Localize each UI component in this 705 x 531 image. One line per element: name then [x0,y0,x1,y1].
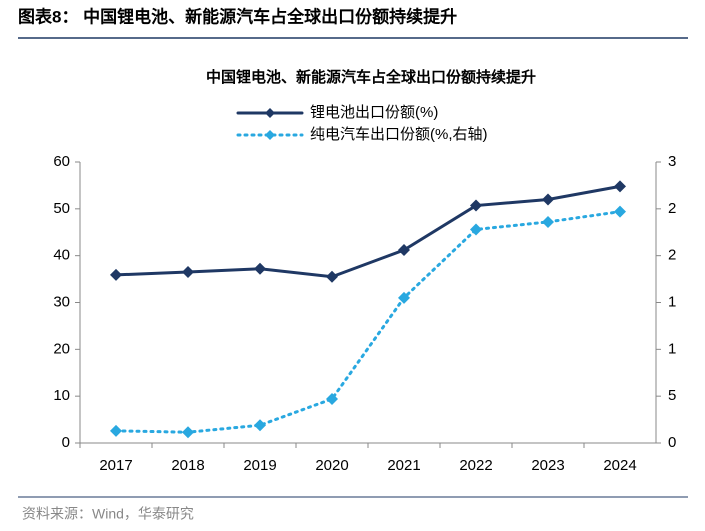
y-tick-label: 10 [53,387,70,404]
y-tick-label: 30 [53,293,70,310]
series-marker [542,193,554,206]
series-line [114,184,622,279]
series-marker [398,291,410,304]
legend-label: 纯电汽车出口份额(%,右轴) [310,126,488,143]
series-marker [470,199,482,212]
x-tick-label: 2021 [387,457,420,474]
x-tick-label: 2017 [99,457,132,474]
y2-tick-label: 2 [668,247,676,264]
legend-marker [265,130,275,140]
y-tick-label: 50 [53,200,70,217]
chart-title: 中国锂电池、新能源汽车占全球出口份额持续提升 [206,68,536,86]
page-title: 图表8： 中国锂电池、新能源汽车占全球出口份额持续提升 [18,6,457,26]
y2-tick-label: 3 [668,153,676,170]
series-marker [614,205,626,218]
x-tick-label: 2018 [171,457,204,474]
y2-tick-label: 1 [668,293,676,310]
series-marker [326,270,338,283]
series-line [114,210,622,434]
x-tick-label: 2024 [603,457,636,474]
x-tick-label: 2020 [315,457,348,474]
series-marker [254,262,266,275]
y2-tick-label: 1 [668,340,676,357]
y-tick-label: 0 [62,434,70,451]
y-tick-label: 40 [53,247,70,264]
legend-marker [265,108,275,118]
y-tick-label: 60 [53,153,70,170]
y2-tick-label: 2 [668,200,676,217]
source: 资料来源：Wind，华泰研究 [22,506,194,522]
series-marker [542,215,554,228]
series-marker [614,180,626,193]
series-marker [182,266,194,279]
y2-tick-label: 5 [668,387,676,404]
legend-label: 锂电池出口份额(%) [310,104,438,121]
series-marker [110,424,122,437]
y-tick-label: 20 [53,340,70,357]
series-marker [398,244,410,257]
series-marker [182,426,194,439]
x-tick-label: 2023 [531,457,564,474]
x-tick-label: 2022 [459,457,492,474]
series-marker [254,419,266,432]
series-marker [470,223,482,236]
series-marker [110,268,122,281]
y2-tick-label: 0 [668,434,676,451]
series-marker [326,392,338,405]
x-tick-label: 2019 [243,457,276,474]
